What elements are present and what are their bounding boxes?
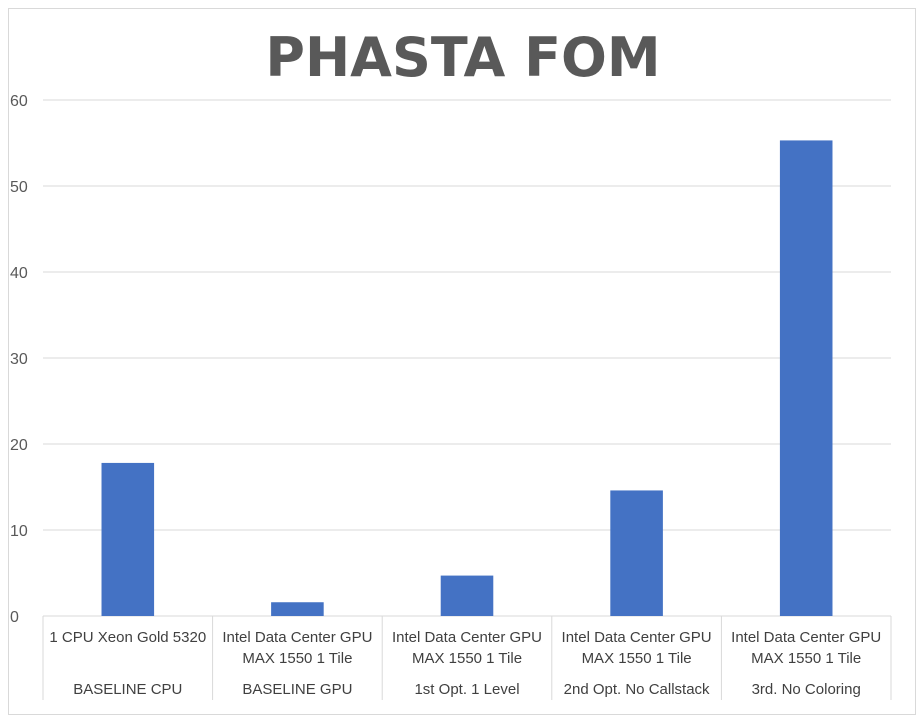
x-group-label: BASELINE GPU xyxy=(242,681,352,698)
y-tick-label: 60 xyxy=(10,93,28,110)
y-tick-label: 40 xyxy=(10,265,28,282)
x-tick-label: MAX 1550 1 Tile xyxy=(412,650,522,667)
bars xyxy=(101,140,833,617)
y-tick-label: 50 xyxy=(10,179,28,196)
bar xyxy=(271,602,324,616)
bar xyxy=(440,575,494,616)
chart-title: PHASTA FOM xyxy=(265,26,660,89)
x-axis: 1 CPU Xeon Gold 5320 BASELINE CPU Intel Da… xyxy=(42,616,892,700)
bar xyxy=(101,462,155,616)
x-group-label: 3rd. No Coloring xyxy=(752,681,861,698)
y-tick-label: 20 xyxy=(10,437,28,454)
x-group-label: BASELINE CPU xyxy=(73,681,182,698)
x-tick-label: MAX 1550 1 Tile xyxy=(582,650,692,667)
x-group-label: 2nd Opt. No Callstack xyxy=(564,681,710,698)
x-tick-label: Intel Data Center GPU xyxy=(731,629,881,646)
x-tick-label: MAX 1550 1 Tile xyxy=(242,650,352,667)
y-tick-label: 10 xyxy=(10,523,28,540)
x-tick-label: Intel Data Center GPU xyxy=(562,629,712,646)
y-tick-label: 30 xyxy=(10,351,28,368)
x-group-label: 1st Opt. 1 Level xyxy=(414,681,519,698)
x-tick-label: MAX 1550 1 Tile xyxy=(751,650,861,667)
x-tick-label: Intel Data Center GPU xyxy=(222,629,372,646)
bar xyxy=(779,140,833,617)
gridlines xyxy=(43,99,891,617)
y-axis-ticks: 0 10 20 30 40 50 60 xyxy=(10,93,28,626)
x-tick-label: 1 CPU Xeon Gold 5320 xyxy=(49,629,206,646)
y-tick-label: 0 xyxy=(10,609,19,626)
x-tick-label: Intel Data Center GPU xyxy=(392,629,542,646)
bar xyxy=(610,490,663,616)
